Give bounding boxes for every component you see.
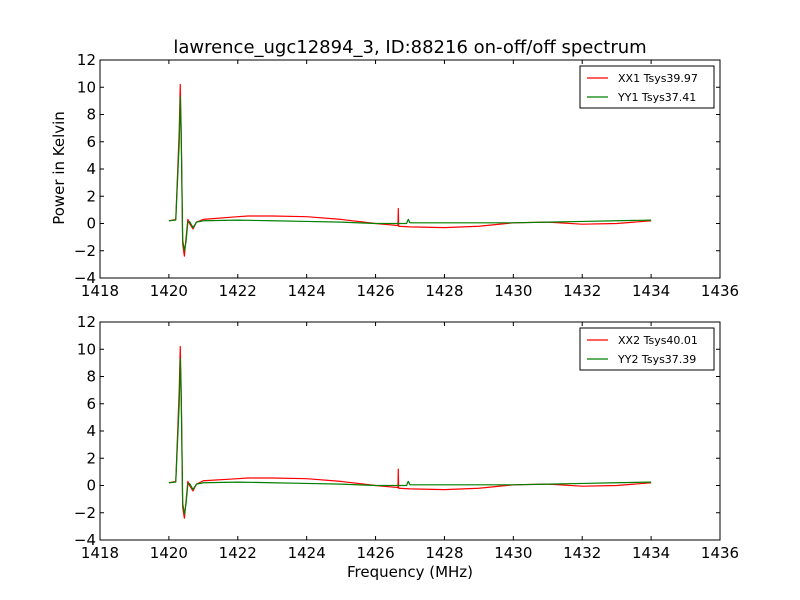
- x-tick-label: 1428: [425, 282, 463, 300]
- y-tick-label: 0: [86, 477, 96, 495]
- y-tick-label: 12: [77, 313, 96, 331]
- y-tick-label: 10: [77, 340, 96, 358]
- legend: XX1 Tsys39.97 YY1 Tsys37.41: [579, 65, 715, 109]
- legend-label: XX1 Tsys39.97: [618, 72, 698, 85]
- y-tick-label: 4: [86, 422, 96, 440]
- y-tick-label: 10: [77, 78, 96, 96]
- x-tick-label: 1432: [563, 282, 601, 300]
- legend-label: XX2 Tsys40.01: [618, 334, 698, 347]
- x-tick-label: 1436: [701, 282, 739, 300]
- y-tick-label: 2: [86, 449, 96, 467]
- x-tick-label: 1424: [288, 282, 326, 300]
- x-tick-label: 1420: [150, 282, 188, 300]
- legend-label: YY1 Tsys37.41: [617, 91, 696, 104]
- y-tick-label: −4: [74, 269, 96, 287]
- legend-box: [579, 327, 715, 371]
- y-tick-label: −2: [74, 504, 96, 522]
- y-tick-label: −4: [74, 531, 96, 549]
- x-tick-label: 1432: [563, 544, 601, 562]
- x-tick-label: 1426: [356, 282, 394, 300]
- x-tick-label: 1424: [288, 544, 326, 562]
- legend-box: [579, 65, 715, 109]
- y-tick-label: 8: [86, 368, 96, 386]
- y-tick-label: 12: [77, 51, 96, 69]
- y-tick-label: 4: [86, 160, 96, 178]
- x-tick-label: 1418: [81, 544, 119, 562]
- legend: XX2 Tsys40.01 YY2 Tsys37.39: [579, 327, 715, 371]
- x-axis-label: Frequency (MHz): [347, 563, 473, 581]
- x-tick-label: 1430: [494, 282, 532, 300]
- x-tick-label: 1430: [494, 544, 532, 562]
- figure-title: lawrence_ugc12894_3, ID:88216 on-off/off…: [173, 37, 646, 58]
- x-tick-label: 1426: [356, 544, 394, 562]
- x-tick-label: 1422: [219, 544, 257, 562]
- x-tick-label: 1428: [425, 544, 463, 562]
- y-axis-label: Power in Kelvin: [50, 111, 68, 225]
- y-tick-label: 6: [86, 133, 96, 151]
- x-tick-label: 1418: [81, 282, 119, 300]
- y-tick-label: 0: [86, 215, 96, 233]
- series-line-1: [168, 358, 652, 515]
- x-tick-label: 1434: [632, 282, 670, 300]
- x-tick-label: 1420: [150, 544, 188, 562]
- y-tick-label: −2: [74, 242, 96, 260]
- bottom-spectrum-panel: 1418 1420 1422 1424 1426 1428 1430 1432 1434 1436…: [74, 313, 739, 562]
- x-tick-label: 1434: [632, 544, 670, 562]
- legend-label: YY2 Tsys37.39: [617, 353, 696, 366]
- top-spectrum-panel: 1418 1420 1422 1424 1426 1428 1430 1432 1434 1436…: [74, 51, 739, 300]
- x-tick-label: 1436: [701, 544, 739, 562]
- series-line-1: [168, 96, 652, 252]
- y-tick-label: 6: [86, 395, 96, 413]
- x-tick-label: 1422: [219, 282, 257, 300]
- y-tick-label: 8: [86, 106, 96, 124]
- y-tick-label: 2: [86, 187, 96, 205]
